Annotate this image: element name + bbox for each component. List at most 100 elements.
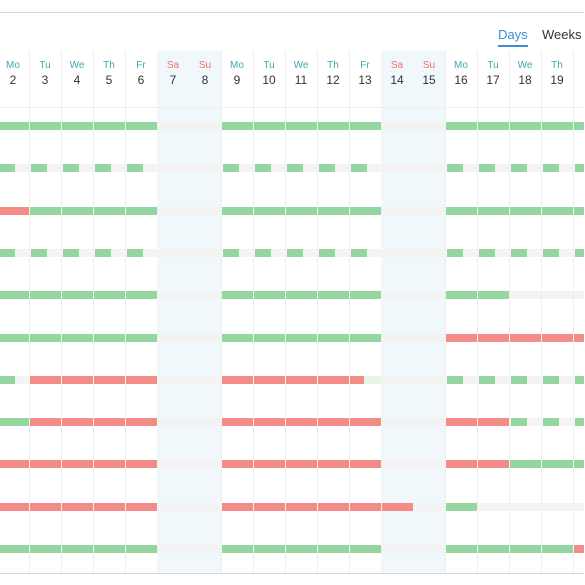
schedule-bar-alert[interactable] [254, 376, 285, 384]
schedule-bar[interactable] [510, 460, 541, 468]
schedule-bar-alert[interactable] [126, 418, 157, 426]
schedule-bar-partial[interactable] [0, 249, 15, 257]
schedule-bar[interactable] [30, 545, 61, 553]
schedule-bar[interactable] [542, 545, 573, 553]
schedule-bar-alert[interactable] [126, 376, 157, 384]
schedule-bar-alert[interactable] [478, 460, 509, 468]
schedule-bar-tentative[interactable] [364, 376, 381, 384]
schedule-bar[interactable] [62, 545, 93, 553]
schedule-bar-alert[interactable] [574, 545, 584, 553]
schedule-bar-alert[interactable] [94, 460, 125, 468]
schedule-bar-alert[interactable] [350, 418, 381, 426]
schedule-bar-partial[interactable] [543, 164, 559, 172]
schedule-bar-partial[interactable] [479, 164, 495, 172]
schedule-bar[interactable] [94, 545, 125, 553]
schedule-bar-partial[interactable] [287, 249, 303, 257]
schedule-bar[interactable] [0, 545, 29, 553]
schedule-bar[interactable] [574, 122, 584, 130]
schedule-bar[interactable] [30, 291, 61, 299]
schedule-bar-alert[interactable] [350, 376, 364, 384]
schedule-bar-partial[interactable] [31, 164, 47, 172]
schedule-bar[interactable] [318, 334, 349, 342]
schedule-bar[interactable] [62, 207, 93, 215]
schedule-bar-partial[interactable] [223, 249, 239, 257]
schedule-bar-alert[interactable] [62, 376, 93, 384]
schedule-bar[interactable] [94, 122, 125, 130]
schedule-bar-alert[interactable] [30, 376, 61, 384]
schedule-bar[interactable] [222, 291, 253, 299]
schedule-bar[interactable] [222, 334, 253, 342]
schedule-bar-alert[interactable] [478, 418, 509, 426]
schedule-bar-alert[interactable] [350, 460, 381, 468]
schedule-bar-partial[interactable] [479, 249, 495, 257]
schedule-bar[interactable] [126, 122, 157, 130]
schedule-bar-partial[interactable] [63, 249, 79, 257]
schedule-bar[interactable] [510, 122, 541, 130]
schedule-bar[interactable] [0, 291, 29, 299]
schedule-bar[interactable] [254, 334, 285, 342]
schedule-bar-alert[interactable] [446, 334, 477, 342]
schedule-bar-alert[interactable] [62, 503, 93, 511]
schedule-bar-alert[interactable] [126, 503, 157, 511]
schedule-bar-partial[interactable] [351, 164, 367, 172]
tab-days[interactable]: Days [498, 27, 528, 47]
schedule-bar[interactable] [222, 545, 253, 553]
schedule-bar[interactable] [0, 122, 29, 130]
schedule-bar[interactable] [222, 122, 253, 130]
schedule-bar[interactable] [446, 503, 477, 511]
schedule-bar[interactable] [286, 545, 317, 553]
schedule-bar-alert[interactable] [222, 376, 253, 384]
schedule-bar-partial[interactable] [287, 164, 303, 172]
schedule-bar[interactable] [0, 334, 29, 342]
schedule-bar-alert[interactable] [0, 503, 29, 511]
schedule-bar[interactable] [510, 545, 541, 553]
schedule-bar-partial[interactable] [447, 164, 463, 172]
schedule-bar[interactable] [350, 291, 381, 299]
schedule-bar[interactable] [542, 207, 573, 215]
schedule-bar-partial[interactable] [575, 249, 584, 257]
schedule-bar[interactable] [62, 334, 93, 342]
schedule-bar[interactable] [286, 334, 317, 342]
schedule-bar-alert[interactable] [350, 503, 381, 511]
schedule-bar[interactable] [254, 545, 285, 553]
schedule-bar-partial[interactable] [31, 249, 47, 257]
schedule-bar-alert[interactable] [286, 418, 317, 426]
schedule-bar-alert[interactable] [254, 460, 285, 468]
schedule-bar-partial[interactable] [0, 376, 15, 384]
schedule-bar-partial[interactable] [543, 418, 559, 426]
schedule-bar-alert[interactable] [574, 334, 584, 342]
schedule-bar[interactable] [446, 207, 477, 215]
schedule-bar-alert[interactable] [62, 460, 93, 468]
schedule-bar[interactable] [286, 291, 317, 299]
schedule-bar-partial[interactable] [351, 249, 367, 257]
schedule-bar[interactable] [446, 291, 477, 299]
schedule-bar-alert[interactable] [318, 460, 349, 468]
schedule-bar-partial[interactable] [543, 376, 559, 384]
schedule-bar[interactable] [318, 291, 349, 299]
schedule-bar[interactable] [542, 122, 573, 130]
schedule-bar[interactable] [126, 291, 157, 299]
schedule-bar-alert[interactable] [446, 418, 477, 426]
schedule-bar-alert[interactable] [254, 418, 285, 426]
schedule-bar-partial[interactable] [511, 376, 527, 384]
schedule-bar[interactable] [318, 545, 349, 553]
schedule-bar-alert[interactable] [222, 460, 253, 468]
schedule-bar[interactable] [254, 122, 285, 130]
schedule-bar-partial[interactable] [575, 164, 584, 172]
schedule-bar-partial[interactable] [319, 164, 335, 172]
schedule-bar[interactable] [574, 460, 584, 468]
schedule-bar[interactable] [254, 207, 285, 215]
schedule-bar-alert[interactable] [286, 376, 317, 384]
schedule-bar-alert[interactable] [222, 418, 253, 426]
schedule-bar[interactable] [478, 122, 509, 130]
schedule-bar-alert[interactable] [94, 376, 125, 384]
schedule-bar-alert[interactable] [126, 460, 157, 468]
schedule-bar-alert[interactable] [510, 334, 541, 342]
schedule-bar-alert[interactable] [94, 418, 125, 426]
schedule-bar-partial[interactable] [95, 164, 111, 172]
schedule-bar-partial[interactable] [319, 249, 335, 257]
schedule-bar[interactable] [542, 460, 573, 468]
schedule-bar-alert[interactable] [222, 503, 253, 511]
schedule-bar[interactable] [478, 207, 509, 215]
schedule-bar[interactable] [510, 207, 541, 215]
